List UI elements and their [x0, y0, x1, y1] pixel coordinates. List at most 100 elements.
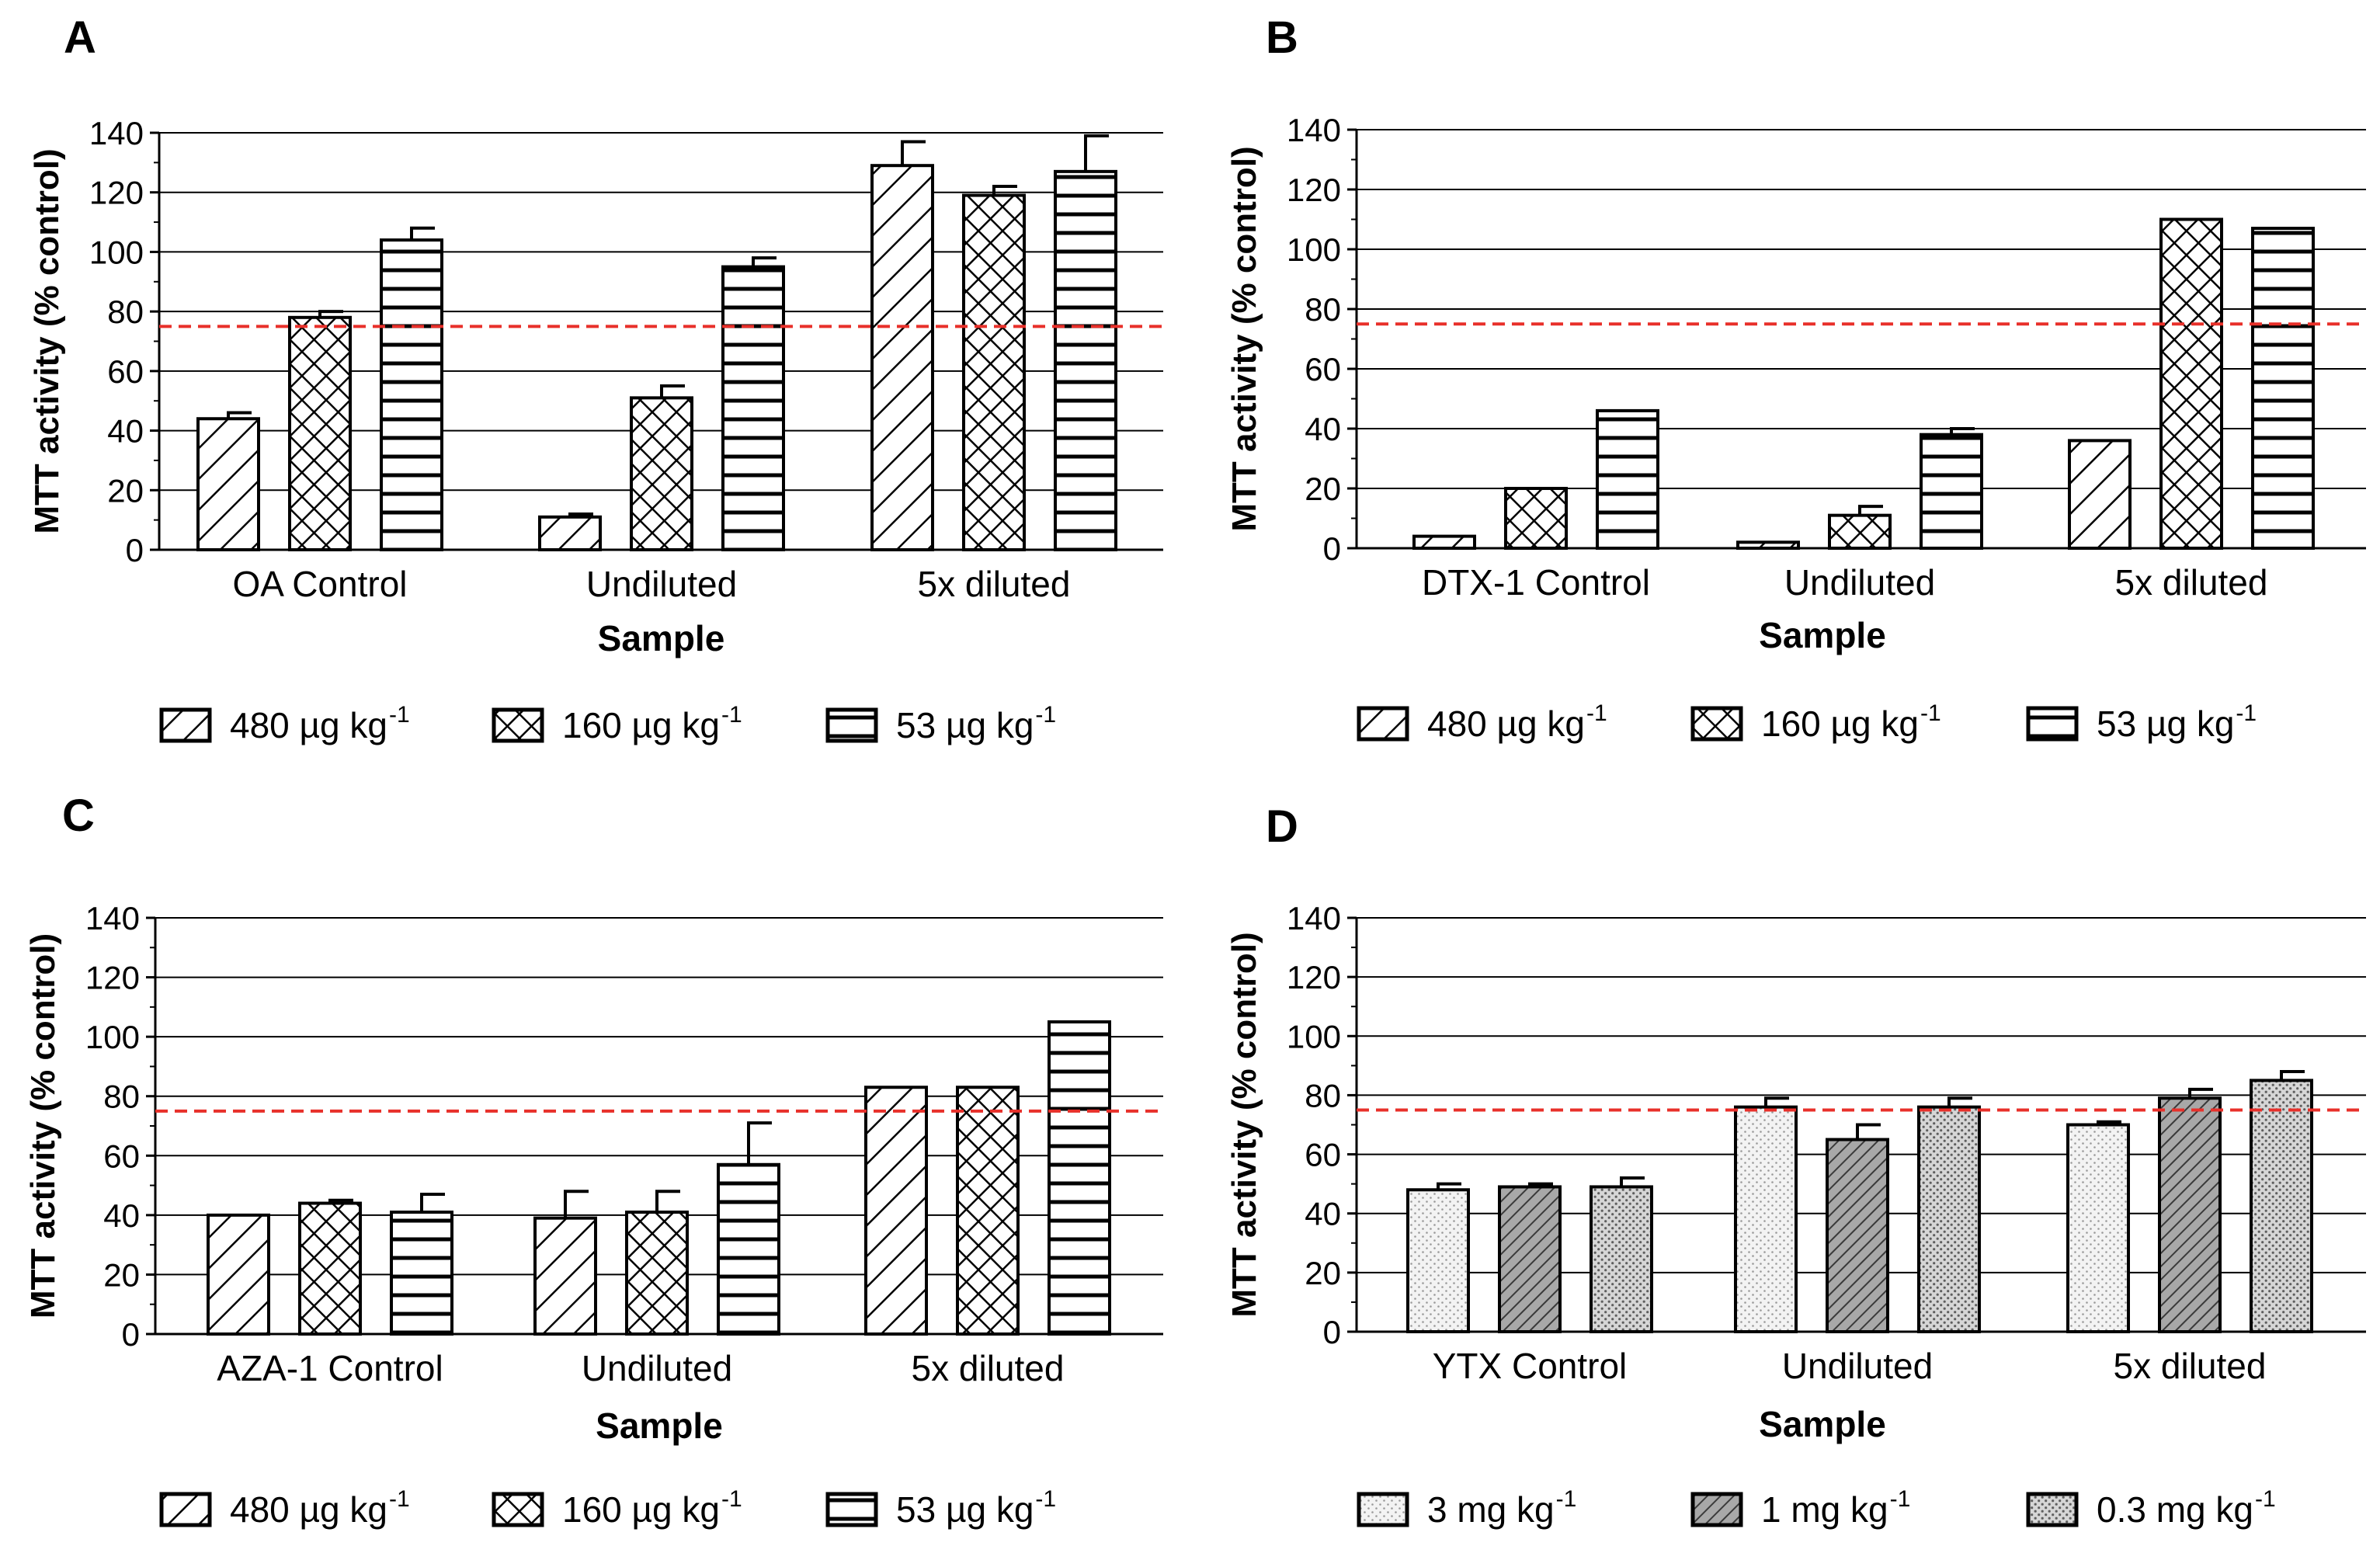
legend-swatch-cross	[492, 707, 544, 743]
bar-diag	[1736, 540, 1800, 550]
legend-label: 53 µg kg	[896, 1489, 1034, 1530]
y-axis-label: MTT activity (% control)	[1225, 146, 1263, 531]
y-tick-label: 60	[103, 1138, 140, 1174]
bar-cross	[962, 193, 1026, 552]
y-axis-label: MTT activity (% control)	[28, 148, 66, 533]
bar-diag	[864, 1086, 928, 1336]
bar-densedots	[1590, 1185, 1653, 1333]
panels: A 0 20 40 60 80 100 120 140 MTT activity (% contr…	[24, 12, 2366, 1530]
x-tick-label: Undiluted	[1784, 562, 1935, 603]
legend-swatch-cross	[492, 1492, 544, 1527]
x-tick-label: 5x diluted	[918, 564, 1071, 604]
legend-label: 160 µg kg	[1761, 704, 1919, 744]
y-tick-label: 80	[1305, 1077, 1341, 1114]
bar-lightdots	[1406, 1188, 1470, 1334]
x-tick-label: 5x diluted	[2115, 562, 2268, 603]
legend-label-superscript: -1	[721, 702, 742, 728]
bar-diag	[870, 164, 934, 551]
y-tick-label: 0	[126, 532, 144, 568]
y-tick-label: 140	[89, 115, 144, 151]
y-tick-label: 120	[89, 175, 144, 211]
y-tick-label: 20	[103, 1256, 140, 1293]
y-tick-label: 0	[1323, 1314, 1341, 1350]
legend-label: 3 mg kg	[1427, 1489, 1555, 1530]
legend-swatch-lightdots	[1357, 1492, 1409, 1527]
x-axis-label: Sample	[596, 1405, 723, 1446]
y-tick-label: 80	[1305, 291, 1341, 328]
y-tick-label: 40	[107, 413, 144, 450]
panel-a: A 0 20 40 60 80 100 120 140 MTT activity (% contr…	[28, 12, 1163, 745]
legend-label-superscript: -1	[1890, 1486, 1911, 1512]
y-tick-label: 80	[103, 1079, 140, 1115]
legend-label-superscript: -1	[389, 702, 410, 728]
legend-swatch-diag	[1357, 706, 1409, 742]
y-tick-label: 120	[85, 960, 140, 996]
bar-cross	[630, 396, 693, 552]
legend-swatch-darkdiag	[1690, 1492, 1743, 1527]
legend-label: 160 µg kg	[562, 1489, 720, 1530]
legend-label-superscript: -1	[1920, 700, 1941, 726]
panel-letter: B	[1266, 12, 1298, 63]
legend-swatch-hlines	[2026, 706, 2079, 742]
legend-label-superscript: -1	[1035, 1486, 1056, 1512]
bar-cross	[2159, 217, 2223, 550]
y-tick-label: 60	[1305, 351, 1341, 387]
legend-label-superscript: -1	[389, 1486, 410, 1512]
bar-diag	[538, 515, 602, 551]
y-axis-label: MTT activity (% control)	[24, 933, 62, 1319]
legend-swatch-hlines	[825, 707, 878, 743]
y-tick-label: 100	[1287, 231, 1341, 268]
panel-letter: C	[62, 790, 95, 841]
y-tick-label: 20	[1305, 471, 1341, 507]
legend-label: 160 µg kg	[562, 705, 720, 745]
bar-diag	[207, 1213, 270, 1336]
bar-hlines	[2251, 227, 2315, 550]
legend-swatch-cross	[1690, 706, 1743, 742]
bar-lightdots	[2066, 1123, 2130, 1333]
x-tick-label: 5x diluted	[912, 1348, 1065, 1388]
panel-letter: A	[64, 12, 96, 63]
bar-darkdiag	[2158, 1096, 2222, 1333]
bar-darkdiag	[1826, 1138, 1889, 1334]
bar-cross	[1504, 487, 1568, 550]
y-tick-label: 140	[1287, 112, 1341, 148]
y-tick-label: 0	[1323, 530, 1341, 567]
legend-label-superscript: -1	[1556, 1486, 1577, 1512]
y-tick-label: 80	[107, 294, 144, 330]
legend-label: 53 µg kg	[896, 705, 1034, 745]
y-tick-label: 120	[1287, 959, 1341, 995]
y-tick-label: 120	[1287, 172, 1341, 208]
legend-label: 480 µg kg	[230, 1489, 387, 1530]
x-tick-label: AZA-1 Control	[217, 1348, 443, 1388]
legend-swatch-diag	[159, 707, 212, 743]
y-tick-label: 0	[122, 1316, 140, 1353]
y-tick-label: 100	[1287, 1018, 1341, 1054]
legend-label: 1 mg kg	[1761, 1489, 1888, 1530]
bar-hlines	[721, 265, 785, 551]
bar-lightdots	[1734, 1105, 1798, 1333]
bar-densedots	[1917, 1105, 1981, 1333]
legend-label: 480 µg kg	[1427, 704, 1585, 744]
y-tick-label: 60	[107, 353, 144, 390]
bar-diag	[533, 1216, 597, 1336]
y-tick-label: 40	[1305, 1196, 1341, 1232]
panel-b: B 0 20 40 60 80 100 120 140 MTT activity (% contr…	[1225, 12, 2366, 744]
y-tick-label: 40	[1305, 411, 1341, 447]
x-axis-label: Sample	[598, 618, 725, 658]
bar-diag	[2068, 439, 2132, 551]
bar-hlines	[390, 1211, 453, 1336]
legend-label: 0.3 mg kg	[2097, 1489, 2253, 1530]
y-tick-label: 20	[107, 472, 144, 509]
legend-swatch-hlines	[825, 1492, 878, 1527]
y-tick-label: 40	[103, 1197, 140, 1234]
x-tick-label: 5x diluted	[2114, 1346, 2267, 1386]
legend-label: 480 µg kg	[230, 705, 387, 745]
legend-label-superscript: -1	[2236, 700, 2257, 726]
bar-diag	[196, 417, 260, 551]
bar-cross	[956, 1086, 1020, 1336]
x-tick-label: Undiluted	[1782, 1346, 1933, 1386]
bar-darkdiag	[1498, 1185, 1562, 1333]
x-axis-label: Sample	[1759, 615, 1886, 655]
panel-letter: D	[1266, 801, 1298, 852]
